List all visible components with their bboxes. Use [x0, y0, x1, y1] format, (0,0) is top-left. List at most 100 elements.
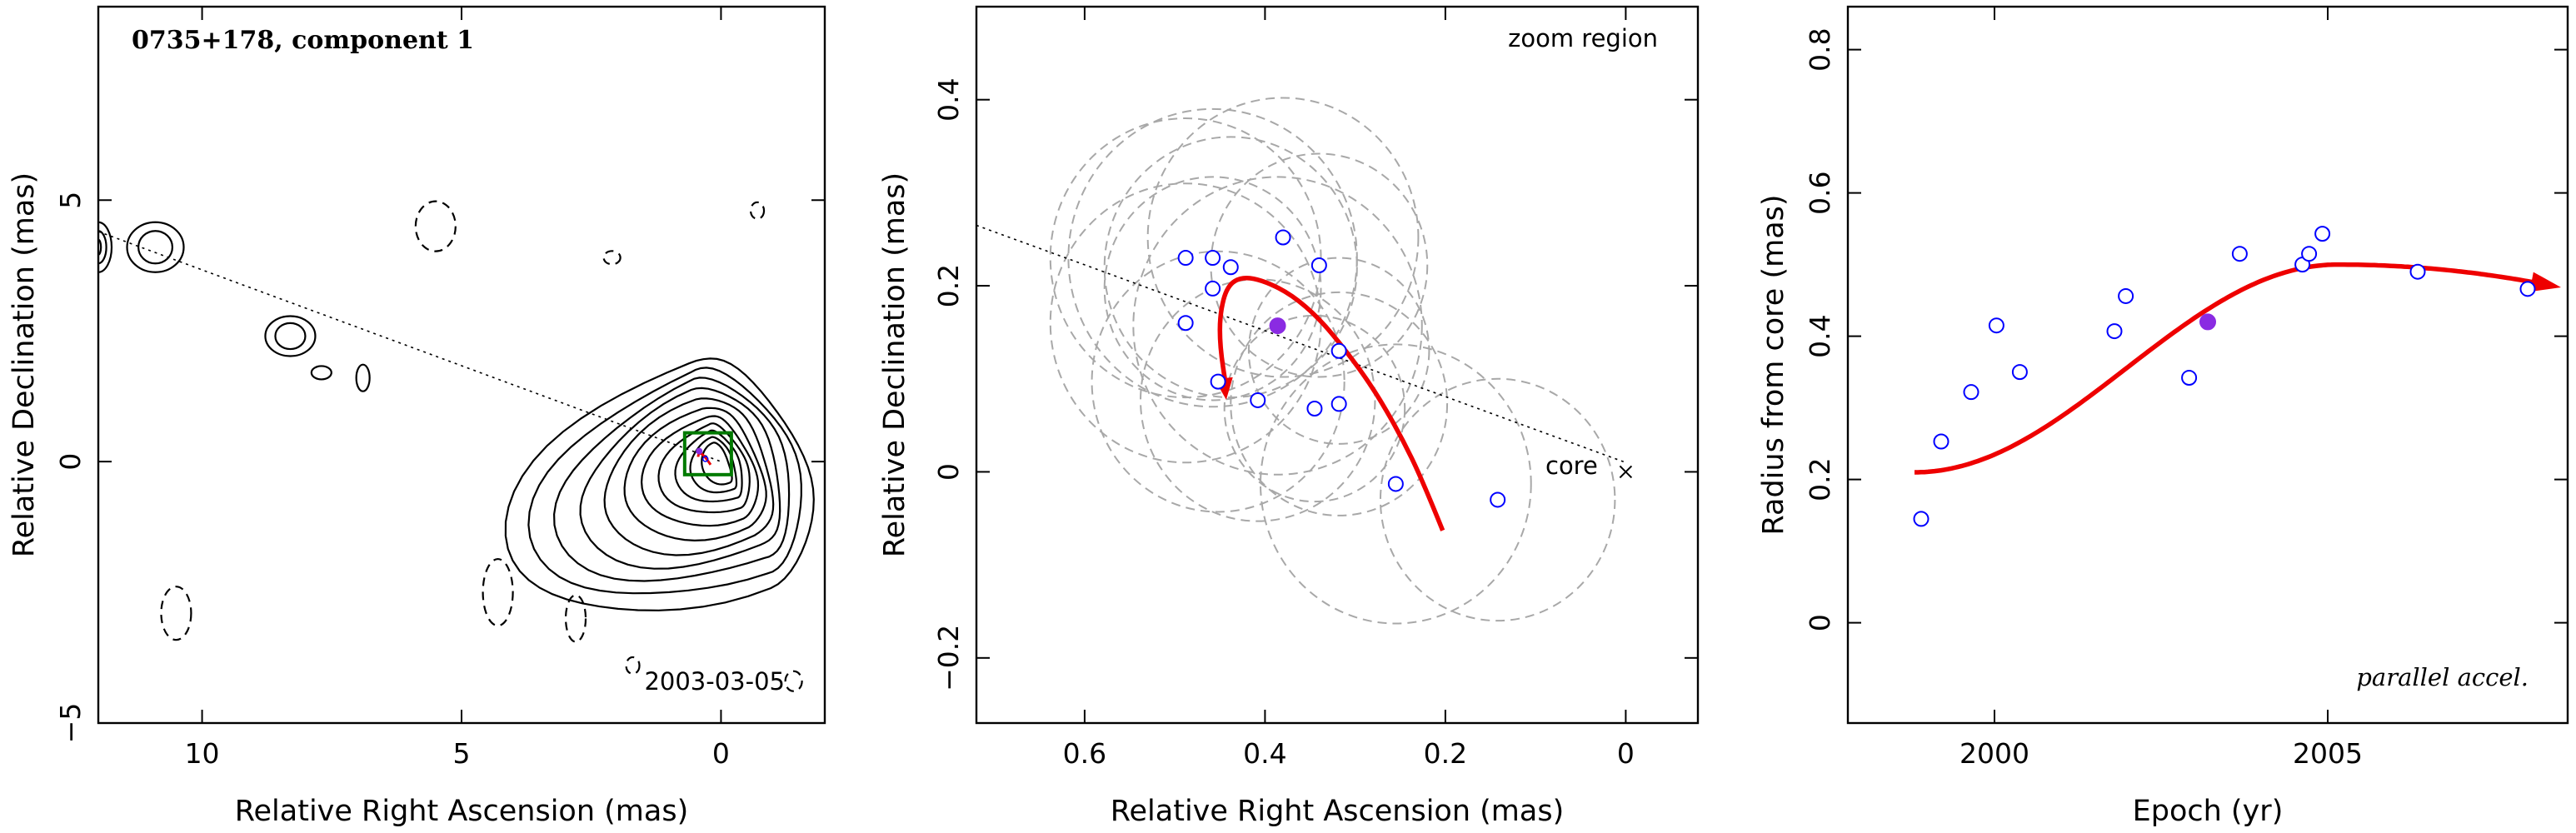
radius-frame [1846, 5, 2569, 725]
error-circle [1146, 97, 1420, 378]
data-point [1250, 392, 1266, 408]
data-point [1387, 476, 1404, 492]
jet-contour [98, 221, 113, 273]
mini-point [696, 447, 703, 455]
core-contour [504, 357, 815, 611]
zoom-ticks: 0.6 0.4 0.2 0 −0.2 0 0.2 0.4 [932, 7, 1698, 770]
panel-radius-epoch: 2000 2005 0 0.2 0.4 0.6 0.8 parallel accel. Ep… [1757, 5, 2569, 828]
zoom-xtick-label: 0.2 [1424, 737, 1467, 770]
position-angle-line [98, 231, 721, 462]
data-point [1963, 384, 1979, 401]
mini-point [701, 456, 709, 462]
data-point [2106, 323, 2123, 340]
data-point [2519, 281, 2536, 297]
radius-ticks: 2000 2005 0 0.2 0.4 0.6 0.8 [1804, 7, 2568, 770]
panel-contour-map: 10 5 0 −5 0 5 0735+178, component 1 2003-03-0… [7, 5, 826, 828]
core-contour [657, 422, 751, 514]
core-contour [640, 415, 760, 527]
data-point [2118, 287, 2134, 304]
core-label: core [1545, 451, 1598, 480]
zoom-ytick-label: 0 [932, 463, 965, 481]
data-point [1205, 280, 1221, 297]
radius-xtick-label: 2000 [1959, 737, 2029, 770]
data-point [2011, 364, 2028, 381]
zoom-region-label: zoom region [1508, 24, 1658, 52]
fit-trajectory [1217, 276, 1445, 531]
radius-xlabel: Epoch (yr) [2133, 795, 2284, 828]
contour-map-frame [97, 5, 826, 725]
zoom-box [682, 431, 733, 476]
radius-ytick-label: 0 [1804, 614, 1836, 631]
radius-ytick-label: 0.8 [1804, 27, 1836, 71]
contour-map-xlabel: Relative Right Ascension (mas) [235, 795, 688, 828]
data-point [1933, 433, 1949, 450]
data-point [1222, 259, 1239, 276]
error-circle [1247, 257, 1430, 445]
contour-map-ytick-label: 0 [54, 453, 87, 471]
error-circle [1103, 176, 1322, 402]
filled-data-point [1269, 317, 1286, 335]
error-circle [1230, 291, 1449, 516]
data-point [1205, 250, 1221, 267]
data-point [1330, 396, 1347, 412]
data-point [1310, 257, 1327, 273]
core-marker [1619, 465, 1633, 479]
core-contour [603, 397, 775, 556]
data-point [2314, 226, 2331, 242]
core-contour [527, 367, 802, 595]
zoom-ytick-label: 0.2 [932, 264, 965, 307]
fit-curve [1915, 262, 2552, 475]
error-circle [1259, 343, 1532, 625]
core-contour [552, 377, 791, 582]
contour-map-title: 0735+178, component 1 [132, 26, 474, 55]
contour-map-ticks: 10 5 0 −5 0 5 [54, 7, 825, 770]
jet-contour [274, 322, 307, 351]
zoom-frame [975, 5, 1700, 725]
contour-map-ylabel: Relative Declination (mas) [7, 172, 41, 557]
data-point [2301, 246, 2318, 262]
zoom-ytick-label: 0.4 [932, 77, 965, 121]
error-circle [1091, 250, 1345, 513]
data-point [1177, 250, 1194, 267]
jet-contour [126, 221, 185, 273]
negative-contour [160, 586, 192, 641]
mini-fit-track [696, 451, 712, 466]
error-circle [1223, 314, 1406, 503]
zoom-ylabel: Relative Declination (mas) [878, 172, 911, 557]
negative-contour [564, 594, 587, 643]
data-point [2231, 246, 2248, 262]
radius-xtick-label: 2005 [2293, 737, 2363, 770]
zoom-ytick-label: −0.2 [932, 625, 965, 691]
data-point [1177, 315, 1194, 332]
zoom-xtick-label: 0.6 [1063, 737, 1106, 770]
jet-contour [264, 315, 317, 357]
zoom-xtick-label: 0.4 [1243, 737, 1286, 770]
data-point [1210, 373, 1226, 390]
contour-map-xtick-label: 5 [453, 737, 471, 770]
jet-contour [310, 365, 332, 381]
data-point [1913, 511, 1930, 527]
radius-plot-area [1913, 226, 2561, 527]
parallel-accel-annotation: parallel accel. [2356, 663, 2529, 691]
negative-contour [749, 201, 766, 220]
core-contour [701, 441, 733, 486]
fit-arrowhead [2529, 272, 2561, 292]
contour-map-plot-area [98, 200, 815, 692]
error-circle [1132, 176, 1423, 476]
panel-zoom-region: 0.6 0.4 0.2 0 −0.2 0 0.2 0.4 zoom region core R… [878, 5, 1700, 828]
data-point [2409, 263, 2426, 280]
data-point [1330, 342, 1347, 359]
negative-contour [482, 557, 514, 627]
data-point [1490, 491, 1506, 508]
epoch-date-label: 2003-03-05 [644, 667, 785, 696]
zoom-plot-area [976, 97, 1633, 625]
contour-map-ytick-label: −5 [54, 703, 87, 744]
negative-contour [414, 200, 457, 252]
zoom-xlabel: Relative Right Ascension (mas) [1111, 795, 1564, 828]
jet-contour [355, 363, 371, 392]
negative-contour [625, 656, 641, 676]
data-point [2181, 369, 2198, 386]
negative-contour [784, 670, 803, 692]
data-point [1988, 317, 2004, 334]
